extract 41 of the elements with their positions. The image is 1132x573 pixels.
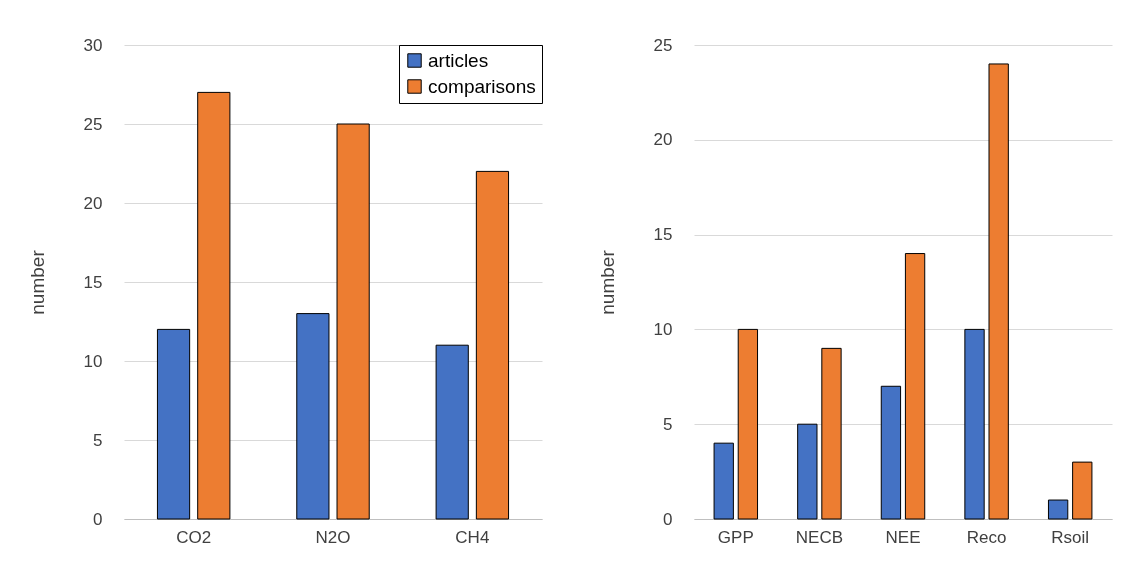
x-tick-label: CO2	[176, 527, 212, 547]
x-tick-label: Rsoil	[1051, 527, 1090, 547]
legend-label: articles	[428, 49, 489, 71]
bar	[197, 91, 231, 520]
y-tick-label: 30	[83, 35, 103, 55]
bar	[964, 328, 985, 520]
y-tick-label: 10	[653, 319, 673, 339]
bar	[737, 328, 759, 520]
bar	[988, 63, 1009, 520]
legend-label: comparisons	[428, 75, 536, 97]
bar	[713, 442, 734, 520]
y-tick-label: 15	[653, 225, 673, 245]
bar	[880, 385, 902, 520]
bar	[336, 123, 370, 520]
y-axis-title: number	[596, 249, 618, 315]
bar	[1072, 461, 1093, 520]
bar	[797, 423, 818, 520]
bar	[821, 347, 842, 520]
x-tick-label: NECB	[795, 527, 844, 547]
y-tick-label: 25	[653, 35, 673, 55]
y-tick-label: 25	[83, 114, 103, 134]
bar	[904, 253, 926, 520]
bar	[435, 344, 469, 520]
x-tick-label: GPP	[717, 527, 754, 547]
bar	[1047, 499, 1069, 520]
x-tick-label: NEE	[885, 527, 921, 547]
y-tick-label: 20	[83, 193, 103, 213]
bar	[156, 328, 191, 520]
x-tick-label: Reco	[966, 527, 1007, 547]
y-axis-title: number	[26, 249, 48, 315]
y-tick-label: 0	[93, 509, 103, 529]
y-tick-label: 5	[663, 414, 673, 434]
bar	[475, 170, 510, 520]
y-tick-label: 5	[93, 430, 103, 450]
y-tick-label: 0	[663, 509, 673, 529]
y-tick-label: 10	[83, 351, 103, 371]
bar	[296, 313, 330, 520]
y-tick-label: 15	[83, 272, 103, 292]
x-tick-label: N2O	[315, 527, 351, 547]
y-tick-label: 20	[653, 130, 673, 150]
x-tick-label: CH4	[455, 527, 490, 547]
